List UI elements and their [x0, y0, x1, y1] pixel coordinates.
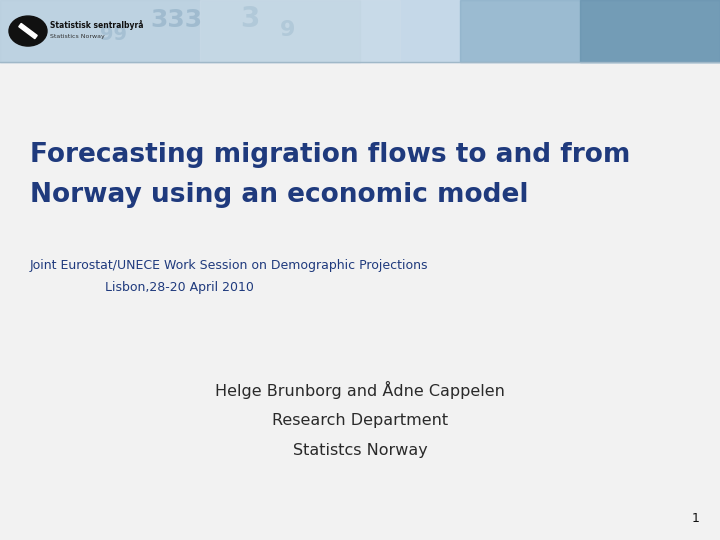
Ellipse shape	[9, 16, 47, 46]
Text: Lisbon,28-20 April 2010: Lisbon,28-20 April 2010	[105, 281, 254, 294]
Text: 333: 333	[150, 8, 202, 32]
Bar	[0, 0, 360, 62]
Text: 9: 9	[280, 20, 295, 40]
Text: 3: 3	[240, 5, 259, 33]
Text: Statistisk sentralbyrå: Statistisk sentralbyrå	[50, 20, 143, 30]
Text: 1: 1	[692, 512, 700, 525]
Text: Forecasting migration flows to and from: Forecasting migration flows to and from	[30, 142, 631, 168]
Bar	[200, 0, 400, 62]
Bar	[460, 0, 720, 62]
FancyArrow shape	[19, 23, 37, 39]
Text: Joint Eurostat/UNECE Work Session on Demographic Projections: Joint Eurostat/UNECE Work Session on Dem…	[30, 259, 428, 272]
Text: Statistcs Norway: Statistcs Norway	[292, 442, 428, 457]
Bar	[0, 0, 720, 62]
Text: Statistics Norway: Statistics Norway	[50, 33, 104, 38]
Text: Norway using an economic model: Norway using an economic model	[30, 182, 528, 208]
Text: 99: 99	[100, 25, 127, 44]
Text: Helge Brunborg and Ådne Cappelen: Helge Brunborg and Ådne Cappelen	[215, 381, 505, 399]
Text: Research Department: Research Department	[272, 413, 448, 428]
Bar	[580, 0, 720, 62]
